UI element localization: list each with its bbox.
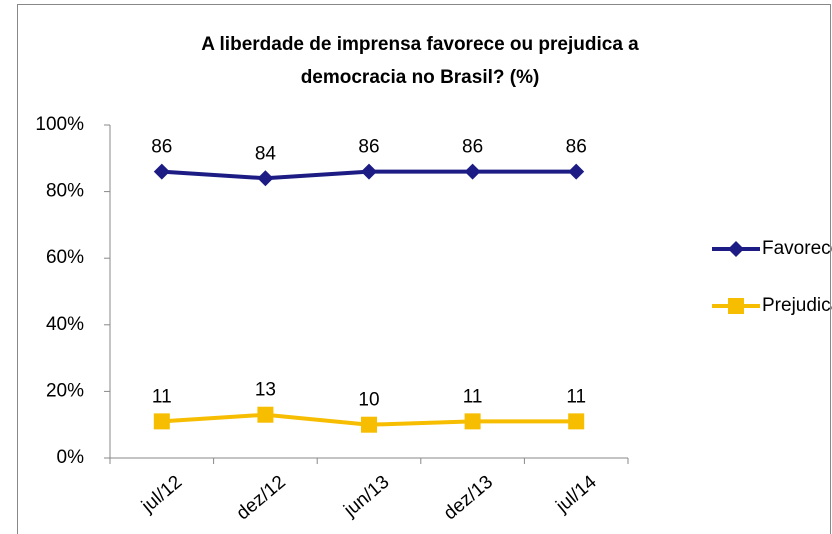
data-label: 10 — [358, 390, 379, 411]
marker — [464, 163, 481, 180]
marker — [568, 413, 585, 430]
chart-title: A liberdade de imprensa favorece ou prej… — [201, 34, 639, 55]
y-tick-label: 100% — [35, 114, 84, 135]
data-label: 11 — [152, 386, 172, 407]
marker — [153, 413, 170, 430]
data-label: 11 — [566, 386, 586, 407]
data-label: 86 — [462, 137, 483, 158]
data-label: 86 — [358, 137, 379, 158]
data-label: 84 — [255, 143, 277, 164]
data-label: 13 — [255, 380, 276, 401]
data-label: 11 — [463, 386, 483, 407]
marker — [568, 163, 585, 180]
y-tick-label: 80% — [46, 181, 84, 202]
marker — [257, 406, 274, 423]
legend-label: Favorece — [762, 238, 832, 259]
marker — [361, 163, 377, 180]
legend-label: Prejudica — [762, 295, 832, 316]
data-label: 86 — [151, 137, 172, 158]
y-tick-label: 40% — [46, 314, 84, 335]
marker — [728, 298, 744, 314]
marker — [257, 170, 274, 187]
marker — [728, 241, 744, 257]
y-tick-label: 20% — [46, 380, 84, 401]
marker — [464, 413, 481, 430]
data-label: 86 — [566, 137, 587, 158]
chart-title: democracia no Brasil? (%) — [301, 67, 540, 88]
marker — [361, 416, 377, 433]
y-tick-label: 60% — [46, 247, 84, 268]
y-tick-label: 0% — [57, 447, 85, 468]
marker — [153, 163, 170, 180]
chart-border — [17, 4, 831, 534]
